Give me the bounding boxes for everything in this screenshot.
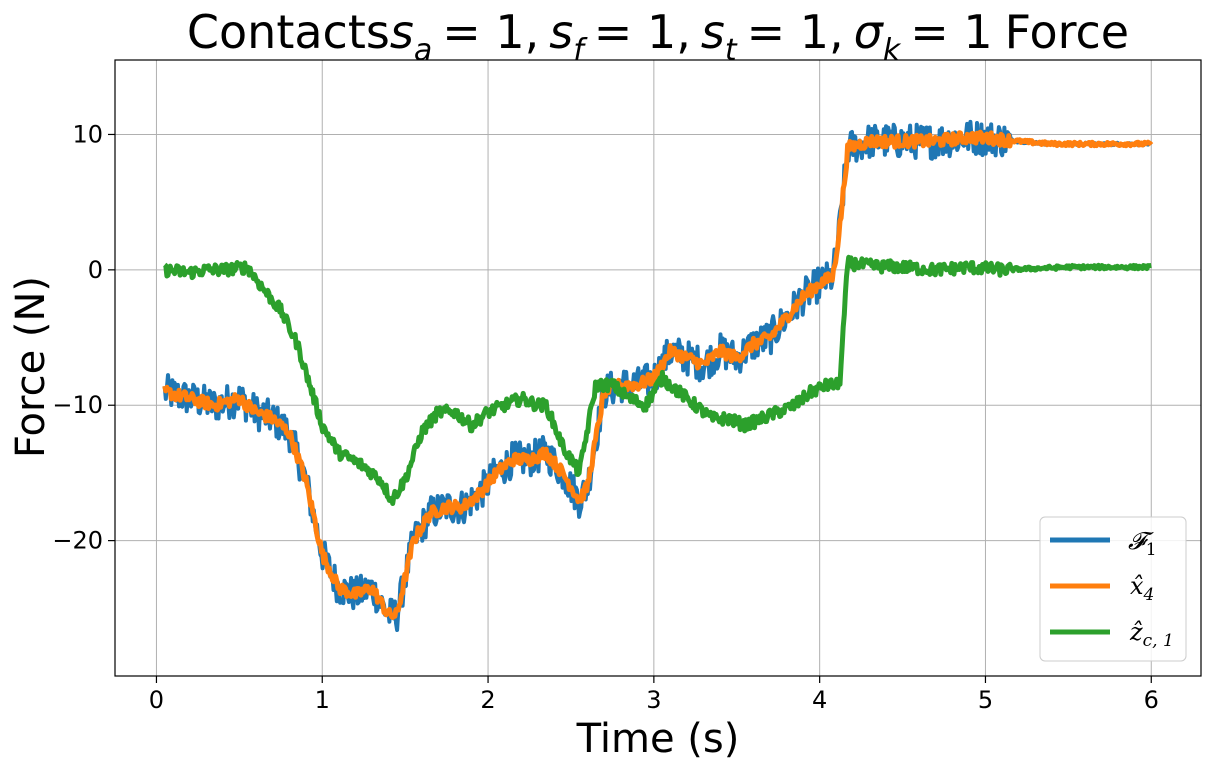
grid: [115, 60, 1201, 676]
x-tick-label: 4: [812, 686, 827, 714]
legend-box: [1039, 516, 1187, 662]
legend: 𝓕1 x̂4 ẑc, 1: [1039, 516, 1187, 662]
x-tick-label: 1: [315, 686, 330, 714]
x-axis-label: Time (s): [576, 716, 740, 762]
legend-label-x4: x̂4: [1130, 572, 1154, 605]
legend-label-zc1: ẑc, 1: [1129, 618, 1174, 651]
x-tick-label: 6: [1144, 686, 1159, 714]
chart-title: Contactssa = 1, sf = 1, st = 1, σk = 1 Force: [187, 5, 1129, 68]
y-tick-label: 0: [88, 256, 103, 284]
x-tick-label: 3: [646, 686, 661, 714]
series-layer: [162, 119, 1154, 632]
y-tick-label: 10: [72, 120, 103, 148]
series-line-x4: [162, 129, 1154, 620]
x-tick-label: 0: [149, 686, 164, 714]
x-tick-label: 2: [480, 686, 495, 714]
y-axis-label: Force (N): [8, 276, 54, 458]
x-tick-label: 5: [978, 686, 993, 714]
series-line-zc1: [163, 254, 1153, 506]
x-axis-ticks: 0 1 2 3 4 5 6: [149, 676, 1159, 714]
axes-frame: [114, 59, 1202, 677]
y-axis-ticks: 10 0 −10 −20: [52, 120, 115, 555]
y-tick-label: −20: [52, 527, 103, 555]
y-tick-label: −10: [52, 391, 103, 419]
